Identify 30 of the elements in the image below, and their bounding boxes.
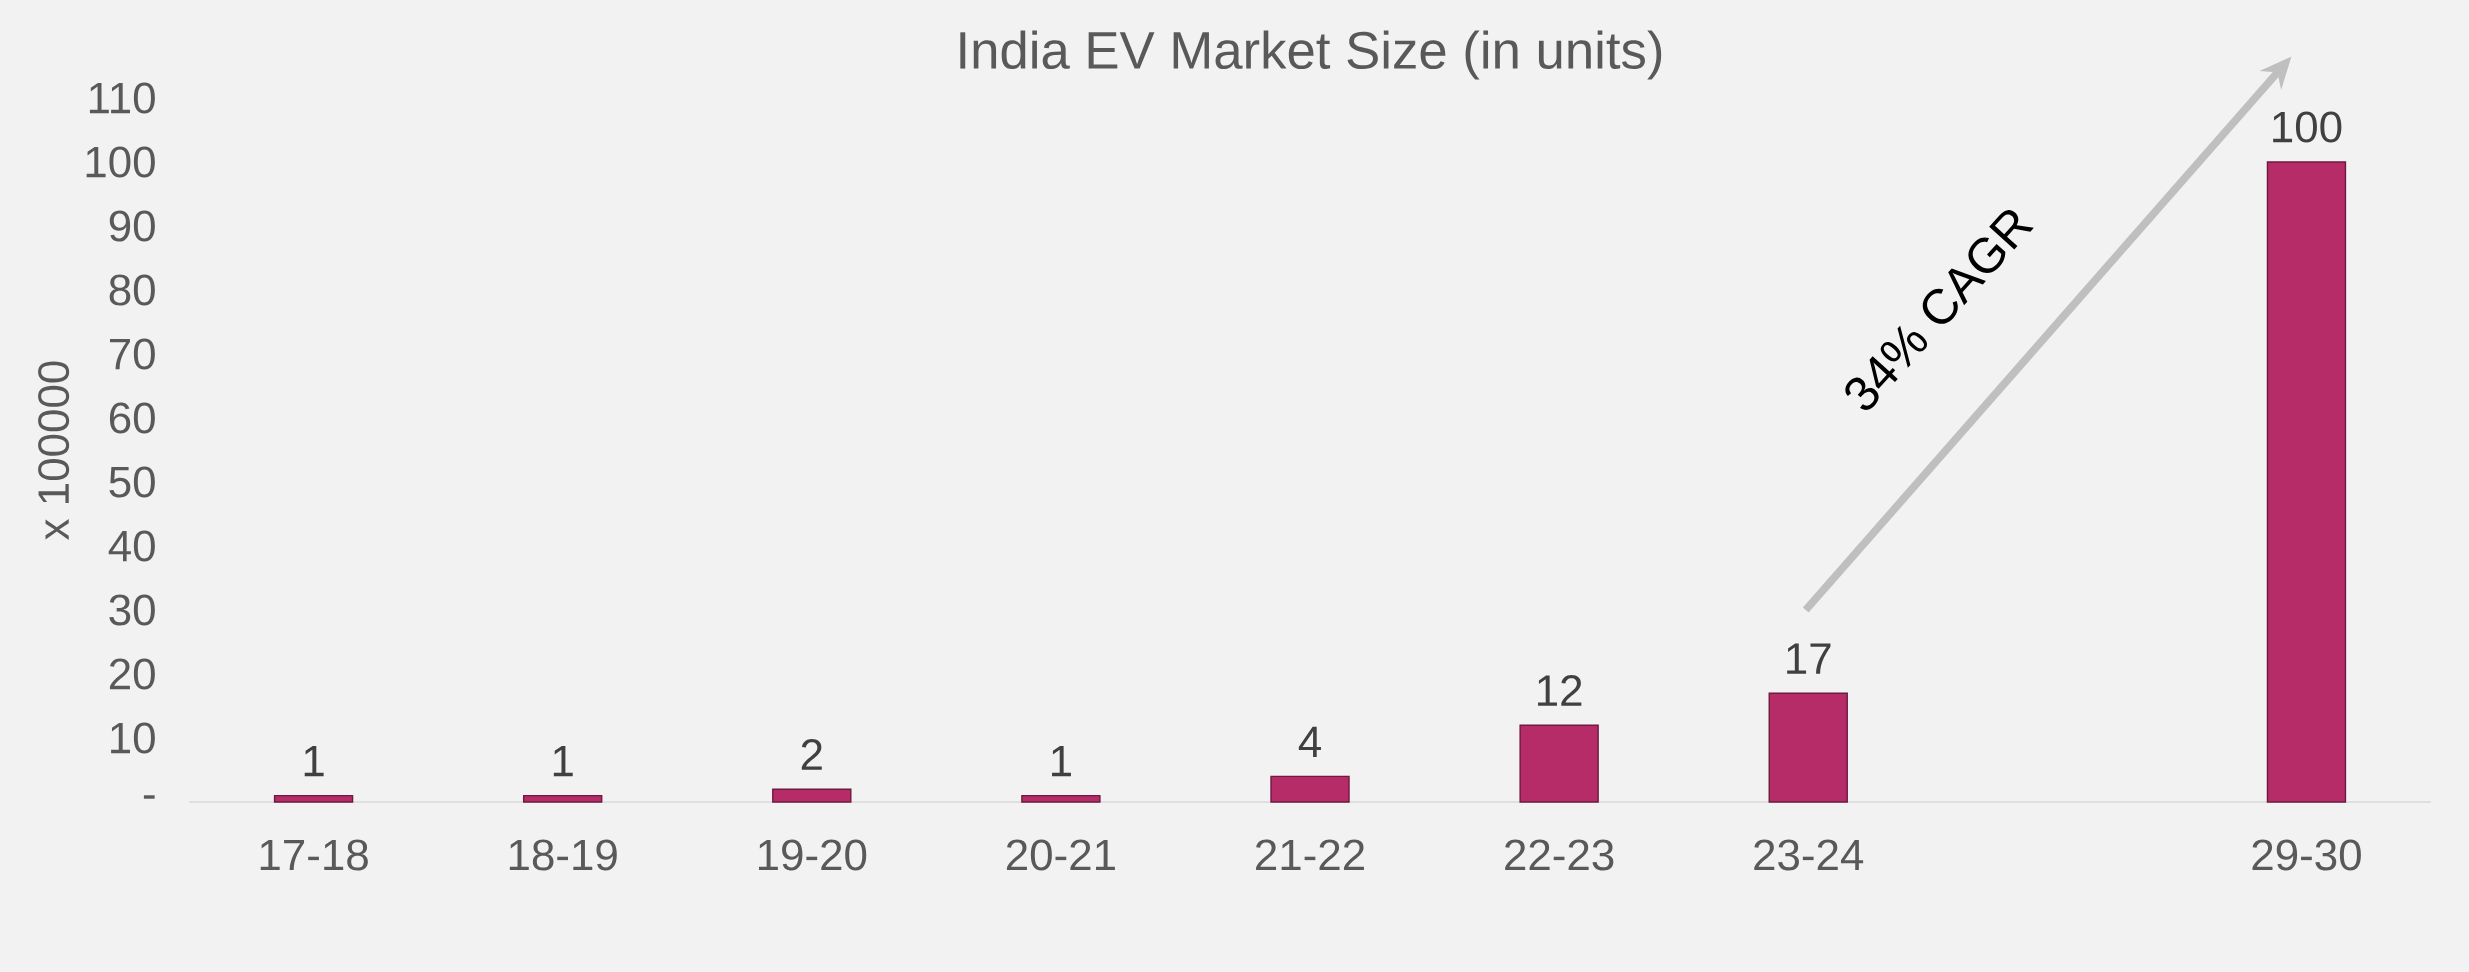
x-tick-label: 29-30 xyxy=(2252,839,2361,871)
chart-title: India EV Market Size (in units) xyxy=(960,30,1662,80)
data-label: 100 xyxy=(2273,111,2342,143)
y-tick-label: 100 xyxy=(86,146,155,178)
x-tick-label: 20-21 xyxy=(1006,839,1115,871)
data-label: 1 xyxy=(553,745,573,777)
x-tick-label: 18-19 xyxy=(509,839,617,871)
y-axis-title: x 100000 xyxy=(38,361,70,540)
data-label: 4 xyxy=(1298,726,1321,757)
x-tick-label: 17-18 xyxy=(260,839,368,871)
y-tick-label: 60 xyxy=(109,402,155,434)
y-tick-label: 70 xyxy=(109,338,155,370)
x-tick-label: 21-22 xyxy=(1256,839,1364,871)
y-tick-label: 80 xyxy=(109,274,155,306)
data-label: 1 xyxy=(1052,745,1071,777)
y-tick-label: 50 xyxy=(109,466,155,498)
y-tick-label: 40 xyxy=(108,530,155,562)
y-tick-label: 110 xyxy=(89,82,155,114)
x-tick-label: 22-23 xyxy=(1505,839,1614,871)
data-label: 17 xyxy=(1787,643,1831,674)
y-tick-label: 30 xyxy=(109,594,155,626)
y-tick-label: 20 xyxy=(109,658,155,690)
x-tick-label: 23-24 xyxy=(1754,839,1864,871)
data-label: 1 xyxy=(304,745,324,777)
data-label: 2 xyxy=(801,739,822,770)
y-tick-label: 90 xyxy=(109,210,155,242)
y-tick-label: 10 xyxy=(111,722,155,754)
data-label: 12 xyxy=(1538,675,1582,706)
x-tick-label: 19-20 xyxy=(758,839,867,871)
y-tick-label: - xyxy=(143,795,155,799)
